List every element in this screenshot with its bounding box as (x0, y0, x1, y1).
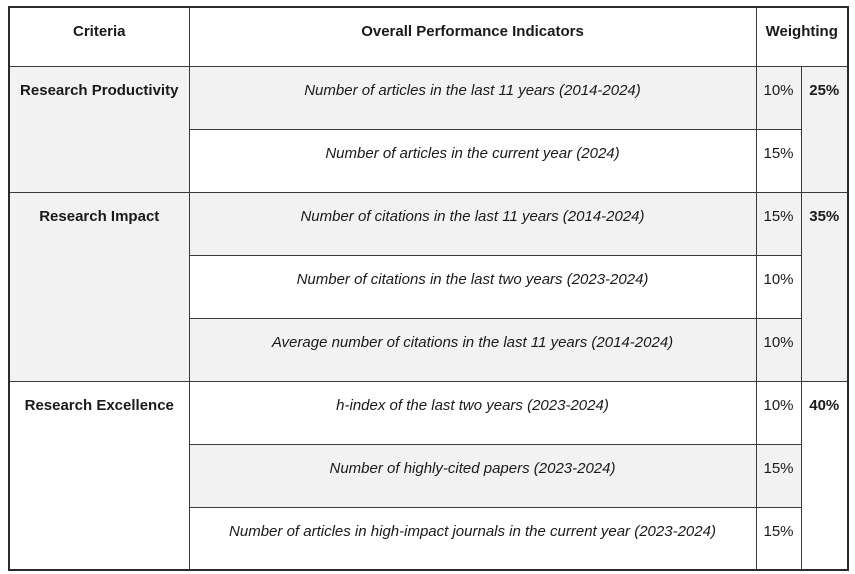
indicator-weight-cell: 15% (755, 443, 802, 508)
group-weight-cell: 35% (800, 191, 849, 382)
indicator-cell: Number of articles in high-impact journa… (188, 506, 757, 571)
indicator-cell: Average number of citations in the last … (188, 317, 757, 382)
indicator-weight-cell: 15% (755, 506, 802, 571)
table-row: Number of articles in high-impact journa… (9, 506, 848, 571)
table-row: Average number of citations in the last … (9, 317, 848, 382)
criteria-weighting-table: Criteria Overall Performance Indicators … (8, 6, 849, 571)
indicator-weight-cell: 10% (755, 380, 802, 445)
group-weight-cell: 40% (800, 380, 849, 571)
weighting-column-header: Weighting (755, 6, 849, 67)
indicator-cell: Number of highly-cited papers (2023-2024… (188, 443, 757, 508)
indicator-weight-cell: 15% (755, 128, 802, 193)
indicator-weight-cell: 10% (755, 254, 802, 319)
indicator-cell: Number of articles in the last 11 years … (188, 65, 757, 130)
criteria-cell-research-excellence: Research Excellence (8, 380, 190, 571)
table-row: Research Productivity Number of articles… (8, 65, 849, 193)
indicator-cell: Number of articles in the current year (… (188, 128, 757, 193)
indicator-weight-cell: 15% (755, 191, 802, 256)
table-row: Number of articles in the current year (… (9, 128, 848, 193)
indicator-cell: Number of citations in the last 11 years… (188, 191, 757, 256)
table-row: Research Impact Number of citations in t… (8, 191, 849, 382)
indicator-weight-cell: 10% (755, 317, 802, 382)
criteria-cell-research-productivity: Research Productivity (8, 65, 190, 193)
indicators-column-header: Overall Performance Indicators (188, 6, 757, 67)
table-row: Number of highly-cited papers (2023-2024… (9, 443, 848, 508)
indicator-cell: Number of citations in the last two year… (188, 254, 757, 319)
table-row: Research Excellence h-index of the last … (8, 380, 849, 571)
table-header-row: Criteria Overall Performance Indicators … (8, 6, 849, 67)
indicator-weight-cell: 10% (755, 65, 802, 130)
group-weight-cell: 25% (800, 65, 849, 193)
criteria-column-header: Criteria (8, 6, 190, 67)
indicator-cell: h-index of the last two years (2023-2024… (188, 380, 757, 445)
criteria-cell-research-impact: Research Impact (8, 191, 190, 382)
